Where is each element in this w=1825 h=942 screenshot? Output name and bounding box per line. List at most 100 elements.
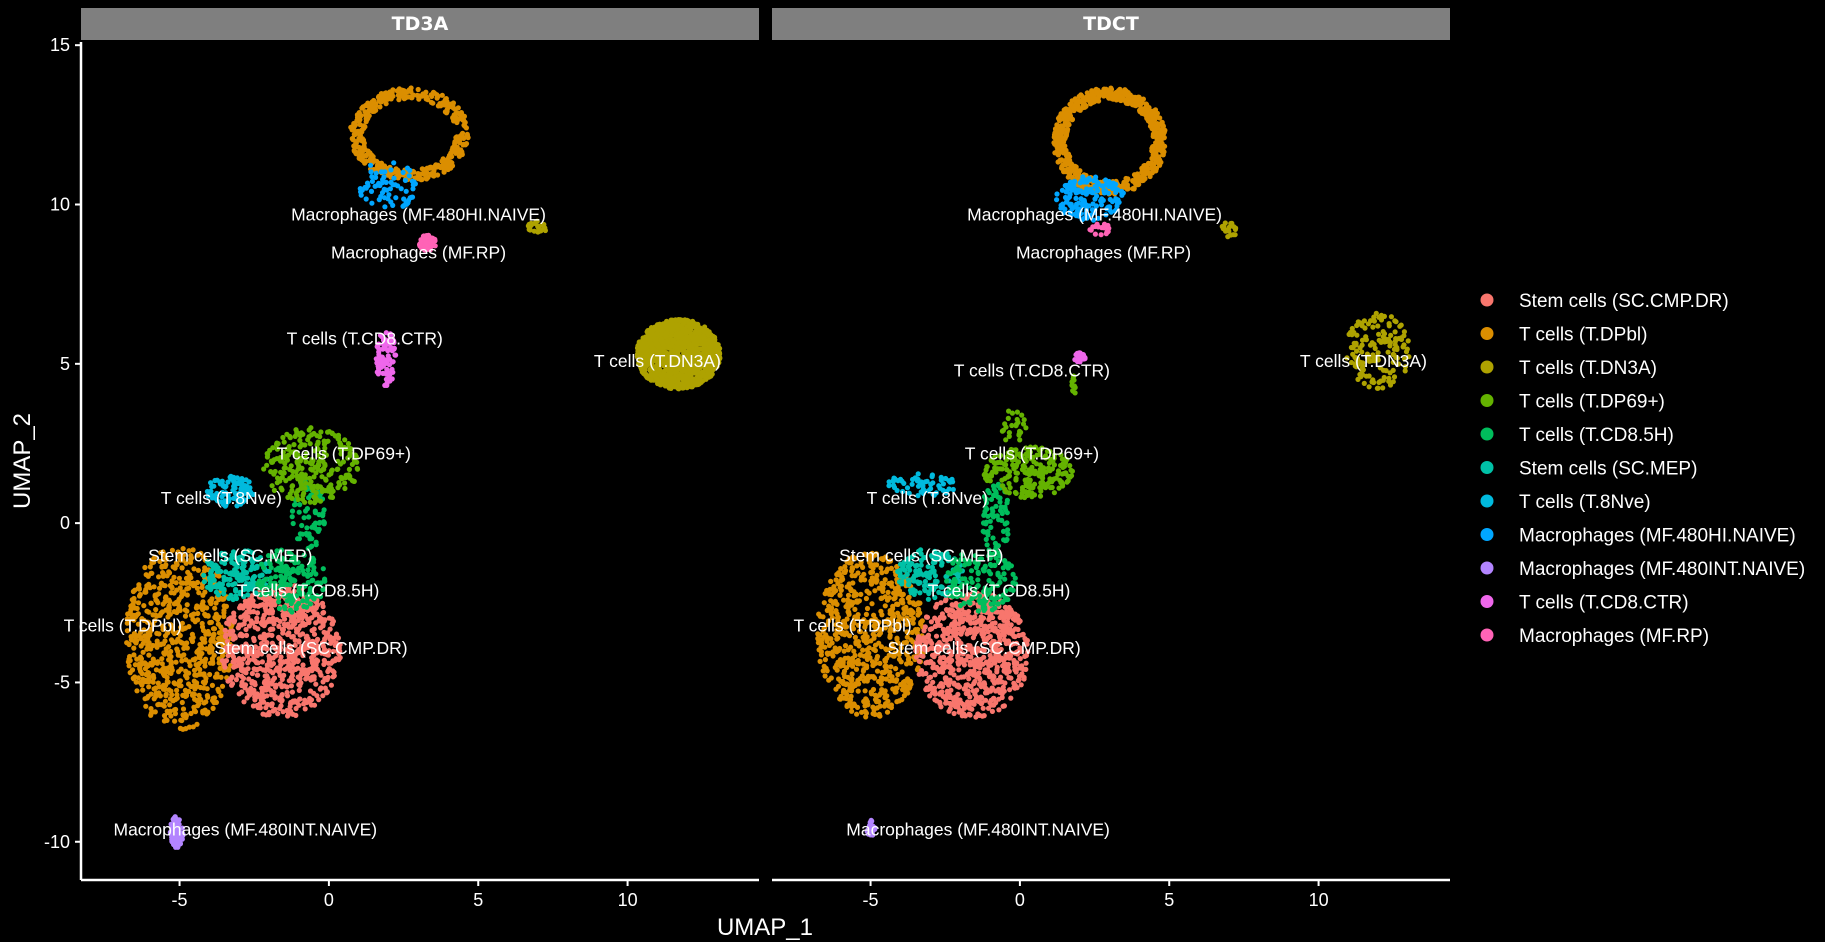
data-point [148, 710, 154, 716]
data-point [208, 570, 214, 576]
data-point [207, 575, 213, 581]
data-point [221, 577, 227, 583]
data-point [179, 658, 185, 664]
data-point [186, 624, 192, 630]
data-point [175, 636, 181, 642]
data-point [131, 612, 137, 619]
data-point [882, 695, 888, 701]
data-point [262, 673, 268, 679]
data-point [822, 673, 828, 679]
data-point [330, 668, 336, 674]
data-point [378, 193, 384, 200]
data-point [636, 340, 642, 346]
data-point [871, 707, 877, 713]
data-point [288, 708, 294, 714]
data-point [174, 562, 180, 568]
data-point [353, 151, 359, 157]
cluster-label: Macrophages (MF.480HI.NAIVE) [291, 204, 546, 224]
data-point [232, 618, 238, 624]
data-point [845, 597, 851, 603]
data-point [342, 485, 348, 492]
data-point [199, 620, 205, 627]
data-point [137, 666, 143, 672]
data-point [330, 488, 336, 494]
data-point [212, 605, 218, 611]
data-point [342, 437, 348, 443]
data-point [870, 662, 876, 668]
data-point [313, 681, 319, 687]
data-point [304, 506, 310, 512]
data-point [872, 647, 879, 654]
data-point [664, 382, 670, 388]
data-point [286, 630, 292, 636]
data-point [148, 706, 154, 712]
data-point [138, 634, 144, 641]
data-point [266, 709, 272, 715]
data-point [196, 692, 202, 698]
data-point [434, 164, 440, 170]
data-point [296, 613, 302, 620]
data-point [440, 164, 446, 170]
data-point [392, 352, 398, 358]
data-point [282, 666, 288, 672]
data-point [696, 325, 702, 332]
data-point [972, 678, 978, 685]
data-point [259, 685, 265, 692]
data-point [422, 235, 429, 241]
data-point [209, 682, 215, 689]
data-point [203, 699, 209, 705]
data-point [232, 479, 238, 486]
data-point [167, 599, 173, 605]
data-point [166, 652, 173, 659]
data-point [644, 329, 650, 335]
data-point [198, 697, 204, 703]
data-point [151, 675, 157, 681]
data-point [125, 659, 131, 665]
data-point [285, 621, 291, 627]
data-point [163, 594, 169, 600]
data-point [327, 626, 333, 632]
data-point [303, 480, 309, 486]
data-point [141, 627, 147, 633]
strip-title-tdct: TDCT [1083, 13, 1139, 35]
data-point [131, 652, 137, 658]
data-point [293, 712, 299, 719]
data-point [821, 600, 827, 606]
data-point [872, 588, 878, 594]
data-point [893, 666, 899, 672]
data-point [280, 709, 286, 715]
data-point [194, 585, 200, 591]
data-point [135, 600, 142, 606]
data-point [221, 610, 227, 616]
data-point [357, 186, 363, 192]
data-point [526, 226, 532, 233]
data-point [822, 644, 828, 650]
data-point [864, 647, 870, 653]
data-point [441, 102, 447, 108]
data-point [380, 370, 386, 376]
data-point [879, 687, 885, 693]
data-point [172, 681, 178, 687]
data-point [159, 656, 165, 662]
data-point [215, 592, 221, 598]
data-point [183, 657, 189, 663]
data-point [146, 652, 152, 658]
data-point [681, 327, 687, 333]
data-point [192, 709, 199, 715]
data-point [643, 345, 649, 351]
data-point [339, 476, 345, 482]
data-point [318, 625, 324, 631]
data-point [391, 175, 397, 181]
data-point [674, 345, 680, 351]
data-point [152, 612, 159, 618]
data-point [668, 317, 674, 323]
data-point [841, 648, 847, 654]
data-point [365, 148, 371, 154]
data-point [163, 691, 169, 697]
data-point [185, 689, 191, 695]
data-point [307, 688, 314, 694]
data-point [308, 425, 314, 431]
data-point [296, 687, 302, 694]
data-point [171, 601, 177, 607]
